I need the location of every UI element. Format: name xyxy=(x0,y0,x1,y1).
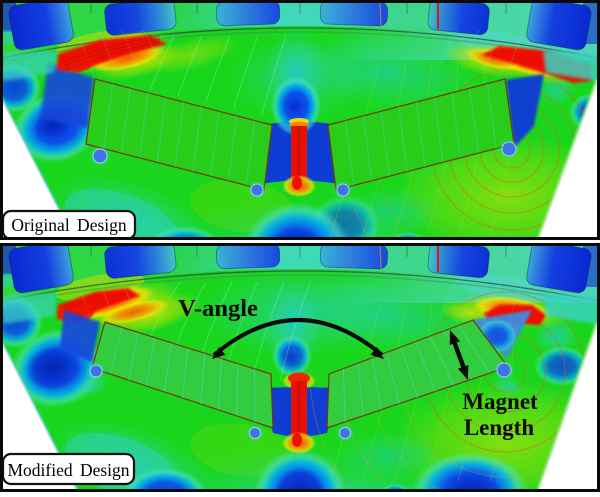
svg-text:Original Design: Original Design xyxy=(11,215,127,235)
svg-text:V-angle: V-angle xyxy=(178,295,258,322)
svg-text:Magnet: Magnet xyxy=(462,389,538,414)
svg-text:Length: Length xyxy=(464,415,535,440)
svg-text:Modified Design: Modified Design xyxy=(7,460,129,480)
